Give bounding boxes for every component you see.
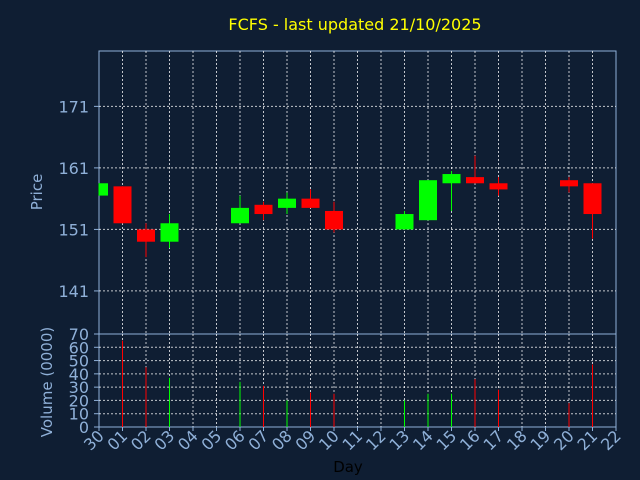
candle-body xyxy=(489,183,508,190)
candle-down xyxy=(137,223,155,258)
price-y-tick-label: 171 xyxy=(58,97,89,116)
volume-axis-label: Volume (0000) xyxy=(38,327,56,437)
volume-grid xyxy=(99,334,616,427)
volume-y-tick-label: 10 xyxy=(69,405,89,424)
volume-y-tick-label: 0 xyxy=(79,418,89,437)
candle-body xyxy=(137,229,155,242)
candle-down xyxy=(489,177,508,196)
volume-y-tick-label: 50 xyxy=(69,352,89,371)
candle-body xyxy=(466,177,484,184)
x-axis-label: Day xyxy=(333,458,363,476)
candle-body xyxy=(278,198,296,208)
price-y-ticks: 141 151 161 171 xyxy=(58,97,99,301)
price-y-tick-label: 141 xyxy=(58,282,89,301)
price-y-tick-label: 161 xyxy=(58,159,89,178)
x-tick-label: 22 xyxy=(597,426,625,454)
candle-down xyxy=(466,155,484,184)
candle-body xyxy=(560,180,578,187)
candle-body xyxy=(583,183,602,215)
candle-body xyxy=(160,223,179,242)
candle-up xyxy=(278,192,296,215)
candle-body xyxy=(231,207,249,224)
candle-body xyxy=(254,204,273,215)
candle-body xyxy=(113,186,132,224)
price-panel: 141 151 161 171 Price xyxy=(28,50,617,335)
volume-y-tick-label: 30 xyxy=(69,378,89,397)
candle-up xyxy=(442,170,461,211)
volume-y-tick-label: 70 xyxy=(69,325,89,344)
candles xyxy=(98,155,602,258)
volume-y-tick-label: 60 xyxy=(69,338,89,357)
candle-body xyxy=(99,183,108,196)
volume-y-tick-label: 20 xyxy=(69,391,89,410)
candle-body xyxy=(301,198,320,208)
candle-down xyxy=(254,201,273,221)
candle-up xyxy=(395,210,414,230)
price-y-tick-label: 151 xyxy=(58,220,89,239)
candle-down xyxy=(301,189,320,208)
price-axis-label: Price xyxy=(28,174,46,211)
volume-bars xyxy=(122,340,593,427)
candle-up xyxy=(160,214,179,248)
candle-up xyxy=(419,180,437,221)
candle-down xyxy=(325,201,343,233)
candle-up xyxy=(98,183,108,196)
x-tick-labels: 3001020304050607080910111213141516171819… xyxy=(80,426,625,454)
candle-up xyxy=(231,195,249,224)
candle-down xyxy=(560,177,578,193)
candle-body xyxy=(395,214,414,230)
volume-y-tick-label: 40 xyxy=(69,365,89,384)
candle-body xyxy=(442,174,461,184)
candle-down xyxy=(583,183,602,239)
candle-body xyxy=(419,180,437,221)
chart-title: FCFS - last updated 21/10/2025 xyxy=(228,15,481,34)
candle-down xyxy=(113,186,132,224)
price-grid xyxy=(99,51,616,334)
candle-body xyxy=(325,210,343,230)
